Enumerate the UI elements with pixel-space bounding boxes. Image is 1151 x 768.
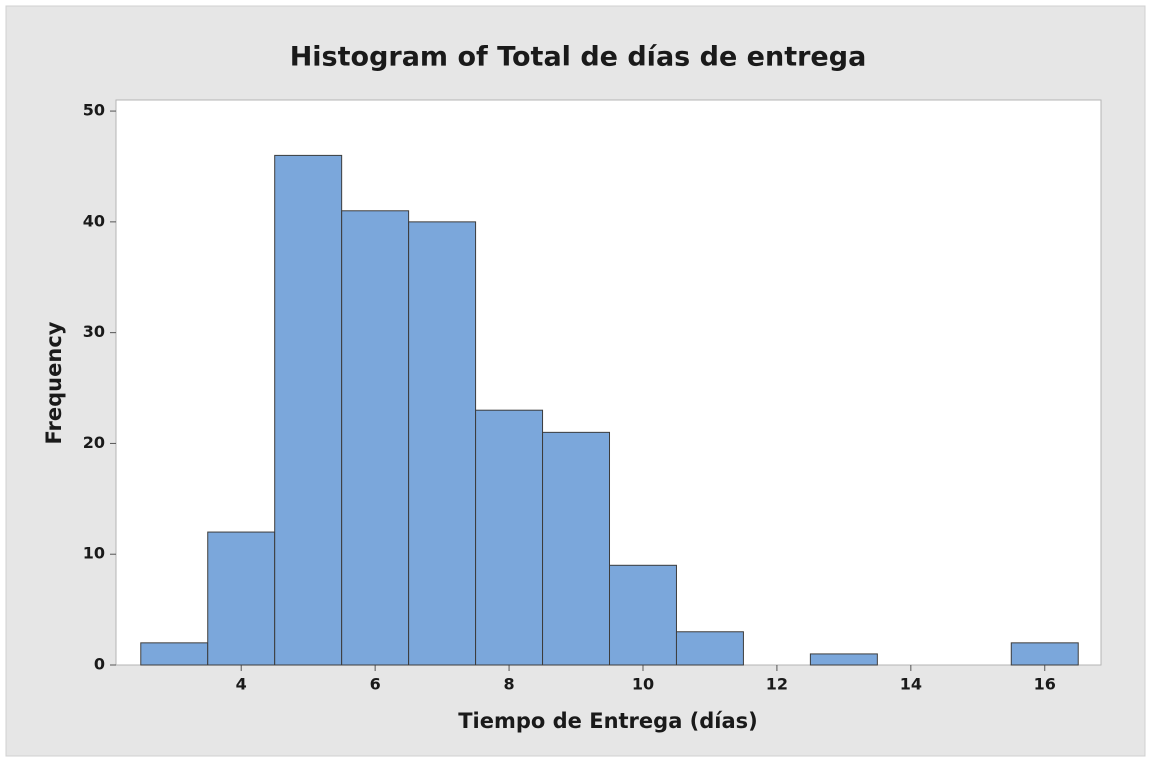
x-tick-label: 12 — [766, 675, 788, 694]
bar — [341, 210, 410, 666]
bar — [609, 564, 677, 666]
bar — [274, 154, 343, 666]
x-tick-label: 4 — [236, 675, 247, 694]
x-tick-label: 6 — [370, 675, 381, 694]
y-tick-label: 50 — [83, 101, 105, 120]
y-tick-label: 20 — [83, 433, 105, 452]
bar — [475, 409, 544, 666]
bar — [140, 642, 209, 666]
bar — [408, 221, 477, 666]
x-tick-label: 10 — [632, 675, 654, 694]
y-axis-label: Frequency — [42, 321, 66, 444]
x-axis-label: Tiempo de Entrega (días) — [458, 709, 758, 733]
y-tick-label: 10 — [83, 544, 105, 563]
x-tick-label: 16 — [1034, 675, 1056, 694]
y-tick-label: 0 — [94, 655, 105, 674]
bar — [809, 653, 878, 666]
x-tick-label: 8 — [503, 675, 514, 694]
bar — [675, 631, 744, 666]
y-tick-label: 40 — [83, 211, 105, 230]
chart-title: Histogram of Total de días de entrega — [290, 42, 867, 73]
bar — [207, 531, 276, 666]
x-tick-label: 14 — [900, 675, 922, 694]
bar — [542, 431, 611, 666]
y-tick-label: 30 — [83, 322, 105, 341]
bar — [1010, 642, 1079, 666]
